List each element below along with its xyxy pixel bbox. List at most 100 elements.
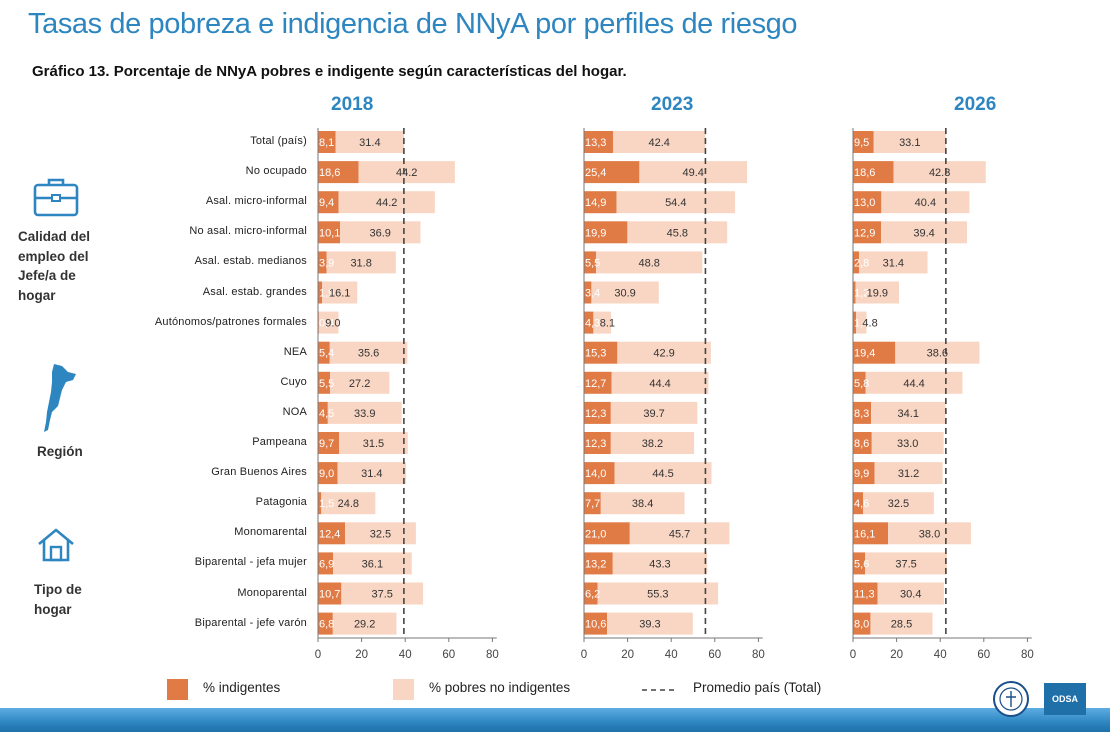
label-indigentes: 5,5 [585,257,600,269]
label-pobres: 44.5 [652,468,673,480]
bar-pobres [329,341,408,364]
bar-pobres [595,251,703,274]
label-pobres: 33.0 [897,438,918,450]
university-seal-logo [993,681,1029,717]
bar-pobres [332,612,397,635]
bar-indigentes [584,432,611,454]
label-indigentes: 18,6 [319,167,340,179]
label-indigentes: 12,7 [585,378,606,390]
category-label: Patagonia [255,496,307,509]
label-pobres: 42.3 [929,167,950,179]
bar-pobres [863,492,934,515]
group-label-tipo-hogar: Tipo de hogar [34,582,82,617]
label-pobres: 30.9 [614,288,635,300]
bar-pobres [627,221,728,244]
bar-pobres [893,161,986,184]
bar-pobres [873,131,946,153]
label-pobres: 32.5 [370,528,391,540]
label-pobres: 28.5 [891,619,912,631]
category-label: Autónomos/patrones formales [154,315,307,328]
label-indigentes: 15,3 [585,348,606,360]
label-indigentes: 1,2 [854,288,869,300]
label-pobres: 38.2 [642,438,663,450]
bar-indigentes [584,492,601,515]
footer-band [0,708,1110,732]
category-label: Cuyo [280,375,307,388]
x-tick-label: 80 [752,649,765,661]
bar-indigentes [584,221,628,244]
bar-pobres [607,612,693,635]
bar-indigentes [853,131,874,153]
label-indigentes: 12,4 [319,528,340,540]
label-pobres: 31.4 [883,257,904,269]
label-pobres: 8.1 [600,318,615,330]
bar-pobres [358,161,455,184]
label-pobres: 29.2 [354,619,375,631]
label-pobres: 55.3 [647,589,668,601]
bar-pobres [859,251,928,274]
bar-indigentes [853,341,896,364]
label-indigentes: 13,3 [585,137,606,149]
bar-pobres [895,341,980,364]
bar-pobres [593,311,612,334]
label-pobres: 4.8 [862,318,877,330]
label-pobres: 42.4 [648,137,669,149]
bar-pobres [629,522,730,545]
bar-indigentes [318,131,336,153]
bar-pobres [610,432,695,454]
label-indigentes: 19,9 [585,227,606,239]
bar-pobres [341,582,424,605]
label-pobres: 40.4 [915,197,936,209]
label-indigentes: 14,9 [585,197,606,209]
x-tick-label: 40 [399,649,412,661]
bar-indigentes [853,401,872,424]
x-tick-label: 60 [977,649,990,661]
panel-title-2018: 2018 [331,94,374,115]
bar-pobres [610,401,698,424]
label-pobres: 45.7 [669,528,690,540]
x-tick-label: 20 [621,649,634,661]
label-indigentes: 8,6 [854,438,869,450]
legend-swatch-indigentes [167,679,188,700]
bar-indigentes [853,432,872,454]
bar-indigentes [318,462,338,485]
bar-pobres [339,432,408,454]
label-indigentes: 3,4 [585,288,600,300]
bar-indigentes [318,281,323,304]
label-pobres: 31.5 [363,438,384,450]
label-pobres: 35.6 [358,348,379,360]
label-indigentes: 1,9 [319,288,334,300]
bar-pobres [877,582,944,605]
bar-indigentes [584,522,630,545]
x-tick-label: 80 [486,649,499,661]
bar-indigentes [318,401,328,424]
bar-indigentes [318,371,330,394]
bar-indigentes [853,612,871,635]
label-indigentes: 6,9 [319,558,334,570]
label-indigentes: 6,2 [585,589,600,601]
label-pobres: 19.9 [867,288,888,300]
bar-pobres [337,462,407,485]
bar-pobres [321,492,376,515]
bar-indigentes [853,281,856,304]
odsa-logo: ODSA [1044,683,1086,715]
bar-pobres [329,371,390,394]
bar-indigentes [584,341,618,364]
house-icon [38,528,74,562]
label-indigentes: 4,5 [319,408,334,420]
label-pobres: 37.5 [371,589,392,601]
bar-pobres [333,552,412,575]
bar-indigentes [853,582,878,605]
bar-pobres [335,131,405,153]
bar-indigentes [584,281,592,304]
briefcase-icon [33,178,79,217]
bar-pobres [888,522,971,545]
label-pobres: 42.9 [653,348,674,360]
category-label: NOA [282,405,307,418]
bar-pobres [318,311,339,334]
label-indigentes: 10,7 [319,589,340,601]
bar-indigentes [853,191,882,214]
bar-indigentes [584,612,608,635]
category-label: Pampeana [252,436,307,448]
bar-pobres [865,552,947,575]
